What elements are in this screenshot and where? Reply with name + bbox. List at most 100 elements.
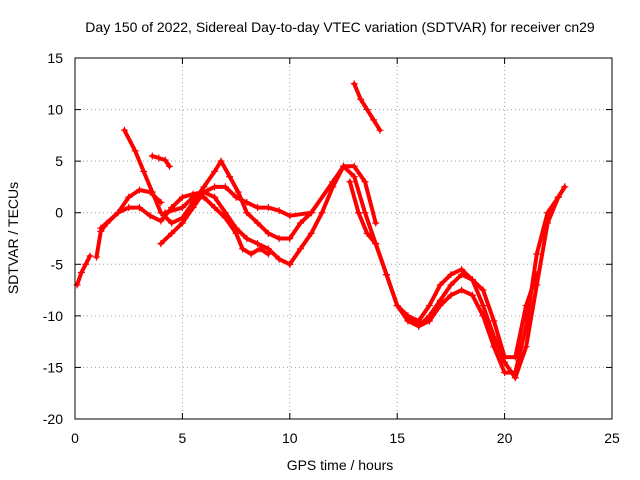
y-tick-label: 5 [55, 153, 63, 169]
series-arc-1 [73, 252, 94, 289]
data-point [522, 343, 530, 351]
x-tick-label: 20 [497, 430, 513, 446]
data-point [211, 193, 219, 201]
data-point [490, 343, 498, 351]
plot-frame [74, 57, 613, 420]
data-point [97, 224, 105, 232]
data-point [135, 204, 143, 212]
data-point [200, 193, 208, 201]
data-point [264, 229, 272, 237]
data-point [350, 80, 358, 88]
data-point [178, 204, 186, 212]
data-point [77, 269, 85, 277]
data-point [247, 250, 255, 258]
data-point [254, 204, 262, 212]
data-point [479, 302, 487, 310]
data-point [243, 209, 251, 217]
data-point [511, 369, 519, 377]
chart-title: Day 150 of 2022, Sidereal Day-to-day VTE… [85, 19, 595, 35]
data-point [372, 240, 380, 248]
x-tick-label: 5 [179, 430, 187, 446]
data-point [211, 204, 219, 212]
data-point [243, 235, 251, 242]
data-point [286, 260, 294, 268]
data-point [350, 173, 358, 181]
data-point [468, 291, 476, 299]
data-point [168, 219, 176, 227]
y-tick-label: -20 [43, 411, 63, 427]
data-point [226, 173, 234, 181]
series-arc-6 [157, 188, 294, 268]
data-point [458, 271, 466, 279]
series-arc-4 [120, 126, 315, 242]
data-point [479, 286, 487, 294]
data-point [468, 276, 476, 284]
data-point [234, 188, 242, 196]
data-point [346, 178, 354, 186]
data-point [92, 253, 100, 261]
data-point [297, 245, 305, 253]
y-tick-label: -5 [51, 256, 64, 272]
data-point [114, 209, 122, 217]
data-point [361, 178, 369, 186]
y-tick-label: 10 [47, 102, 63, 118]
axis-ticks: 0 5 10 15 20 25 -20 -15 -10 -5 0 5 10 15 [43, 50, 620, 446]
data-series [73, 80, 569, 382]
data-point [501, 369, 509, 377]
data-point [125, 204, 133, 212]
data-point [286, 212, 294, 220]
y-tick-label: 15 [47, 50, 63, 66]
data-point [232, 229, 240, 237]
data-point [135, 186, 143, 194]
x-tick-label: 10 [282, 430, 298, 446]
data-point [318, 209, 326, 217]
data-point [211, 167, 219, 175]
data-point [256, 245, 264, 253]
series-arc-5 [148, 152, 174, 170]
data-point [166, 162, 174, 170]
series-arc-11 [404, 271, 541, 361]
data-point [533, 250, 541, 258]
data-point [211, 183, 219, 191]
data-point [86, 252, 94, 260]
data-point [376, 126, 384, 134]
data-point [264, 250, 272, 258]
data-point [82, 260, 90, 268]
data-point [275, 235, 283, 242]
data-point [157, 240, 165, 248]
series-trace [122, 128, 314, 241]
data-point [372, 219, 380, 227]
data-point [189, 193, 197, 201]
series-arc-10 [350, 80, 384, 134]
data-point [447, 281, 455, 289]
data-point [490, 317, 498, 325]
x-tick-label: 0 [71, 430, 79, 446]
data-point [178, 193, 186, 201]
data-point [425, 302, 433, 310]
data-point [286, 235, 294, 242]
data-point [275, 255, 283, 263]
data-point [155, 154, 163, 162]
data-point [447, 271, 455, 279]
data-point [239, 245, 247, 253]
data-point [355, 209, 363, 217]
data-point [415, 322, 423, 330]
data-point [404, 312, 412, 320]
data-point [140, 167, 148, 175]
data-point [189, 204, 197, 212]
data-point [350, 162, 358, 170]
data-point [544, 209, 552, 217]
series-trace [150, 154, 172, 169]
data-point [178, 219, 186, 227]
data-point [393, 302, 401, 310]
data-point [561, 183, 569, 191]
data-point [168, 229, 176, 237]
data-point [254, 219, 262, 227]
x-axis-label: GPS time / hours [287, 457, 394, 473]
data-point [554, 193, 562, 201]
data-point [447, 291, 455, 299]
data-point [370, 116, 378, 124]
data-point [217, 157, 225, 165]
data-point [157, 217, 165, 225]
data-point [501, 353, 509, 361]
